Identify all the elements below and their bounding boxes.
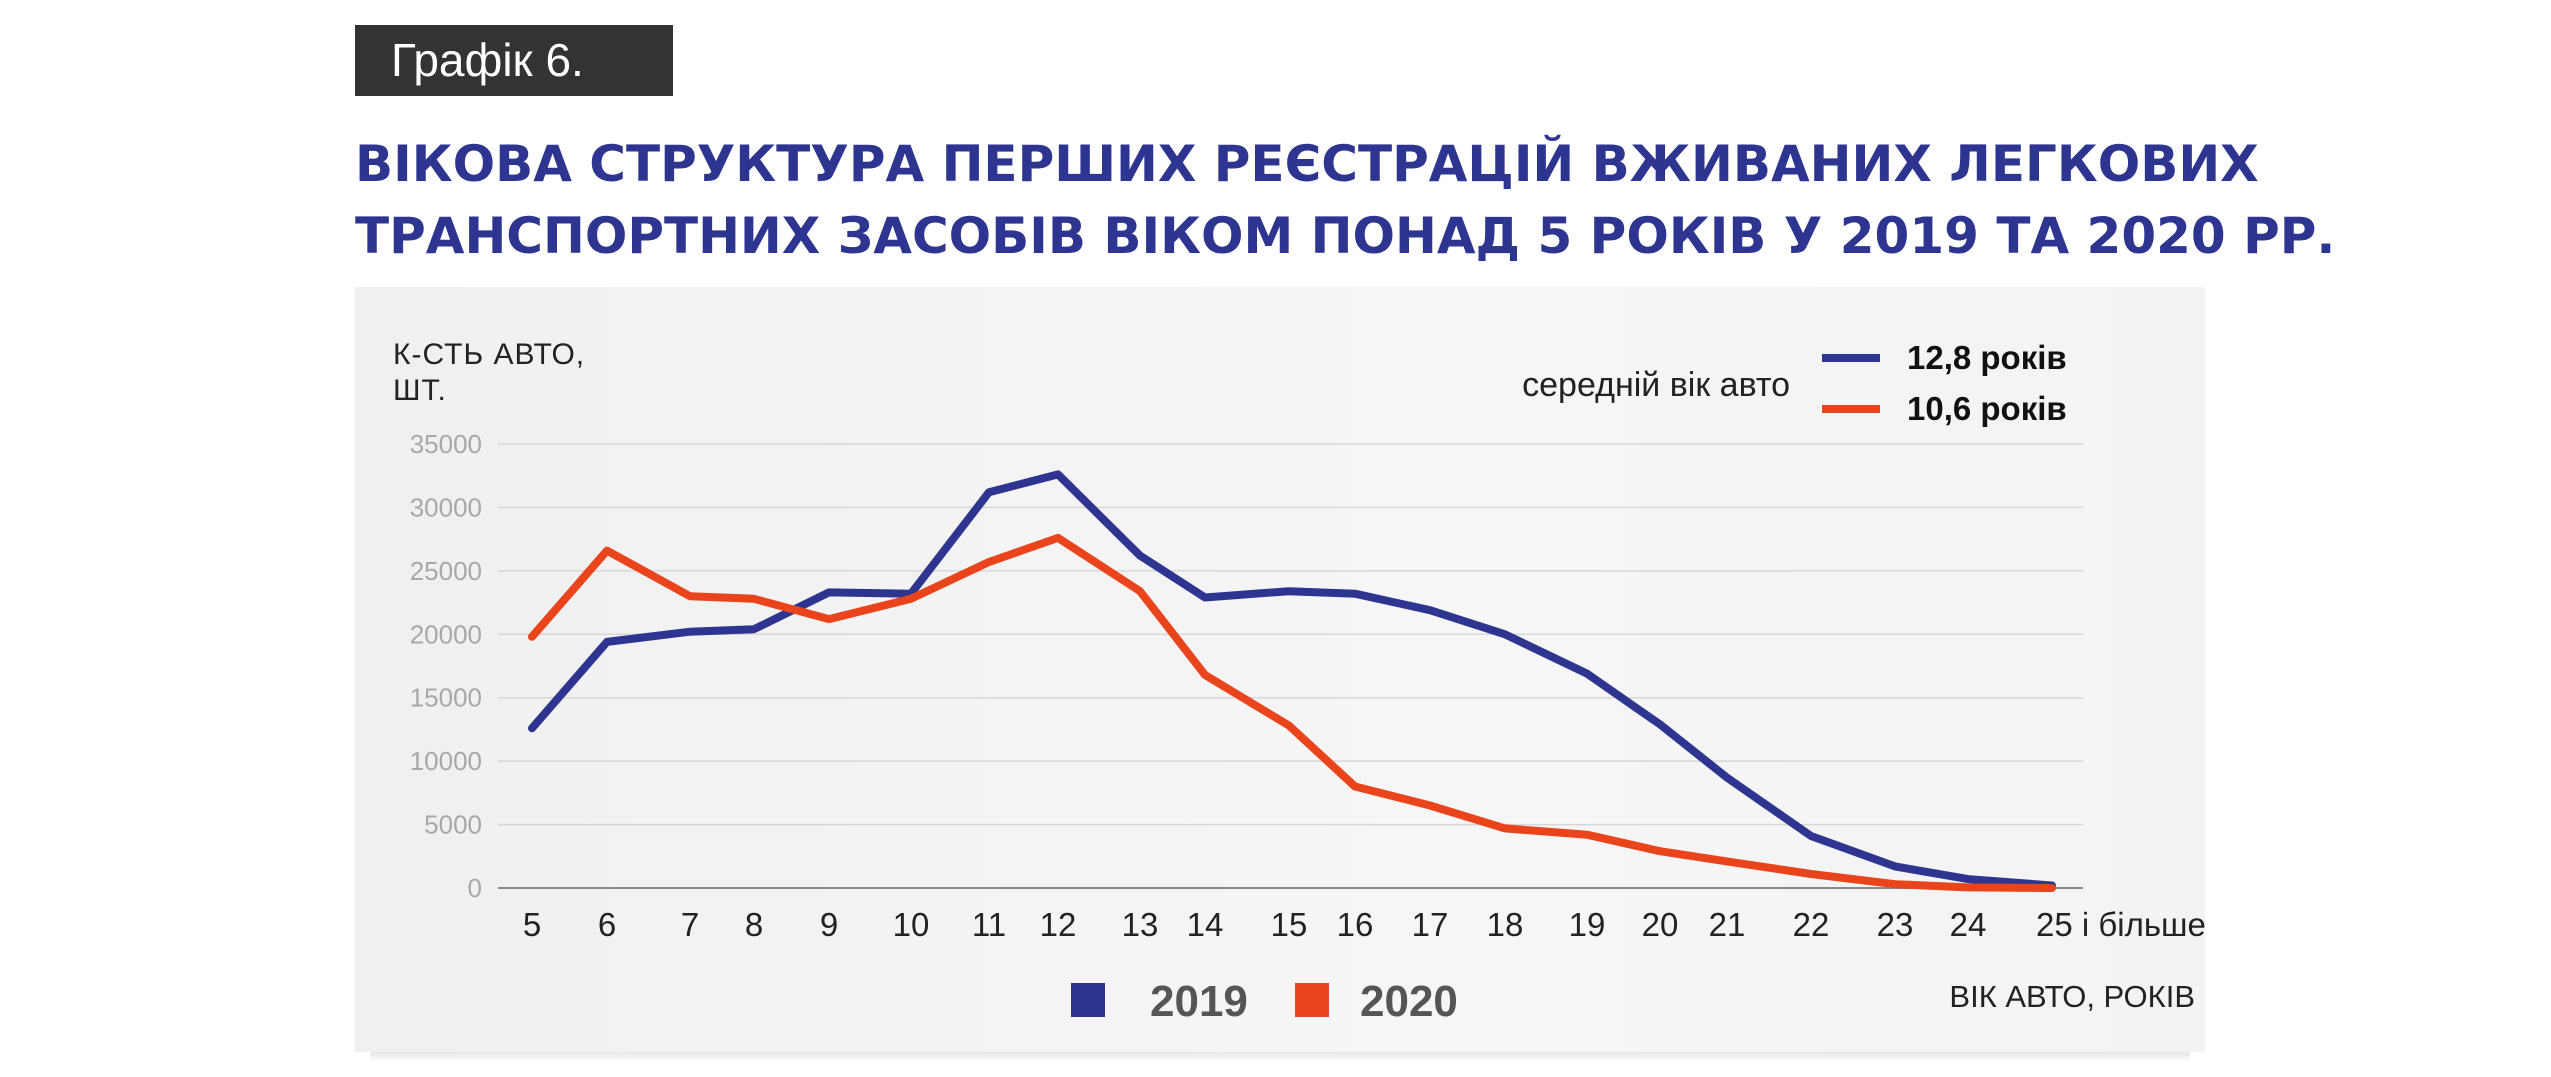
y-tick-label: 25000 bbox=[410, 556, 482, 586]
x-tick-label: 11 bbox=[972, 906, 1006, 943]
chart-panel-shadow bbox=[370, 1052, 2190, 1062]
x-tick-label: 16 bbox=[1337, 906, 1374, 943]
legend-label-2019: 2019 bbox=[1150, 977, 1248, 1026]
chart-title-line-2: ТРАНСПОРТНИХ ЗАСОБІВ ВІКОМ ПОНАД 5 РОКІВ… bbox=[355, 207, 2336, 265]
y-tick-labels: 0 5000 10000 15000 20000 25000 30000 35000 bbox=[410, 429, 482, 903]
legend-label-2020: 2020 bbox=[1360, 977, 1458, 1026]
x-tick-label: 15 bbox=[1271, 906, 1308, 943]
x-tick-label: 13 bbox=[1122, 906, 1159, 943]
chart-title-line-1: ВІКОВА СТРУКТУРА ПЕРШИХ РЕЄСТРАЦІЙ ВЖИВА… bbox=[355, 135, 2259, 193]
legend-swatch-2019 bbox=[1071, 983, 1105, 1017]
y-tick-label: 35000 bbox=[410, 429, 482, 459]
x-tick-label: 21 bbox=[1709, 906, 1746, 943]
x-tick-label: 14 bbox=[1187, 906, 1224, 943]
x-tick-label: 5 bbox=[523, 906, 541, 943]
legend-swatch-2020 bbox=[1295, 983, 1329, 1017]
chart-panel bbox=[355, 287, 2205, 1052]
average-age-label: середній вік авто bbox=[1522, 366, 1790, 404]
x-tick-label: 10 bbox=[893, 906, 930, 943]
x-tick-label: 6 bbox=[598, 906, 616, 943]
x-tick-label: 9 bbox=[820, 906, 838, 943]
average-age-block: середній вік авто 12,8 років 10,6 років bbox=[1522, 339, 2067, 427]
average-age-2019-value: 12,8 років bbox=[1907, 339, 2067, 376]
x-tick-label: 22 bbox=[1793, 906, 1830, 943]
x-tick-label: 18 bbox=[1487, 906, 1524, 943]
y-tick-label: 30000 bbox=[410, 492, 482, 522]
series-lines bbox=[528, 470, 2056, 892]
x-tick-label: 19 bbox=[1569, 906, 1606, 943]
x-tick-label: 8 bbox=[745, 906, 763, 943]
x-tick-label: 12 bbox=[1040, 906, 1077, 943]
y-tick-label: 0 bbox=[468, 873, 482, 903]
y-axis-label-line-1: К-СТЬ АВТО, bbox=[393, 338, 585, 371]
x-tick-label: 7 bbox=[681, 906, 699, 943]
y-axis-label-line-2: ШТ. bbox=[393, 374, 447, 407]
x-tick-label: 25 і більше bbox=[2036, 906, 2206, 943]
y-tick-label: 20000 bbox=[410, 619, 482, 649]
legend: 2019 2020 bbox=[1071, 977, 1458, 1026]
x-tick-label: 23 bbox=[1877, 906, 1914, 943]
y-tick-label: 10000 bbox=[410, 746, 482, 776]
gridlines bbox=[498, 443, 2083, 889]
average-age-2020-value: 10,6 років bbox=[1907, 390, 2067, 427]
x-tick-label: 20 bbox=[1642, 906, 1679, 943]
series-line-2019 bbox=[528, 470, 2056, 890]
series-line-2020 bbox=[528, 533, 2056, 892]
chart-number-badge: Графік 6. bbox=[355, 25, 673, 96]
x-tick-label: 17 bbox=[1412, 906, 1449, 943]
chart-title: ВІКОВА СТРУКТУРА ПЕРШИХ РЕЄСТРАЦІЙ ВЖИВА… bbox=[355, 128, 2355, 272]
y-tick-label: 15000 bbox=[410, 683, 482, 713]
x-tick-label: 24 bbox=[1950, 906, 1987, 943]
x-tick-labels: 5 6 7 8 9 10 11 12 13 14 15 16 17 18 19 20 21 22 23 24 25 і … bbox=[523, 906, 2206, 943]
x-axis-label: ВІК АВТО, РОКІВ bbox=[1949, 979, 2195, 1014]
y-tick-label: 5000 bbox=[424, 810, 482, 840]
